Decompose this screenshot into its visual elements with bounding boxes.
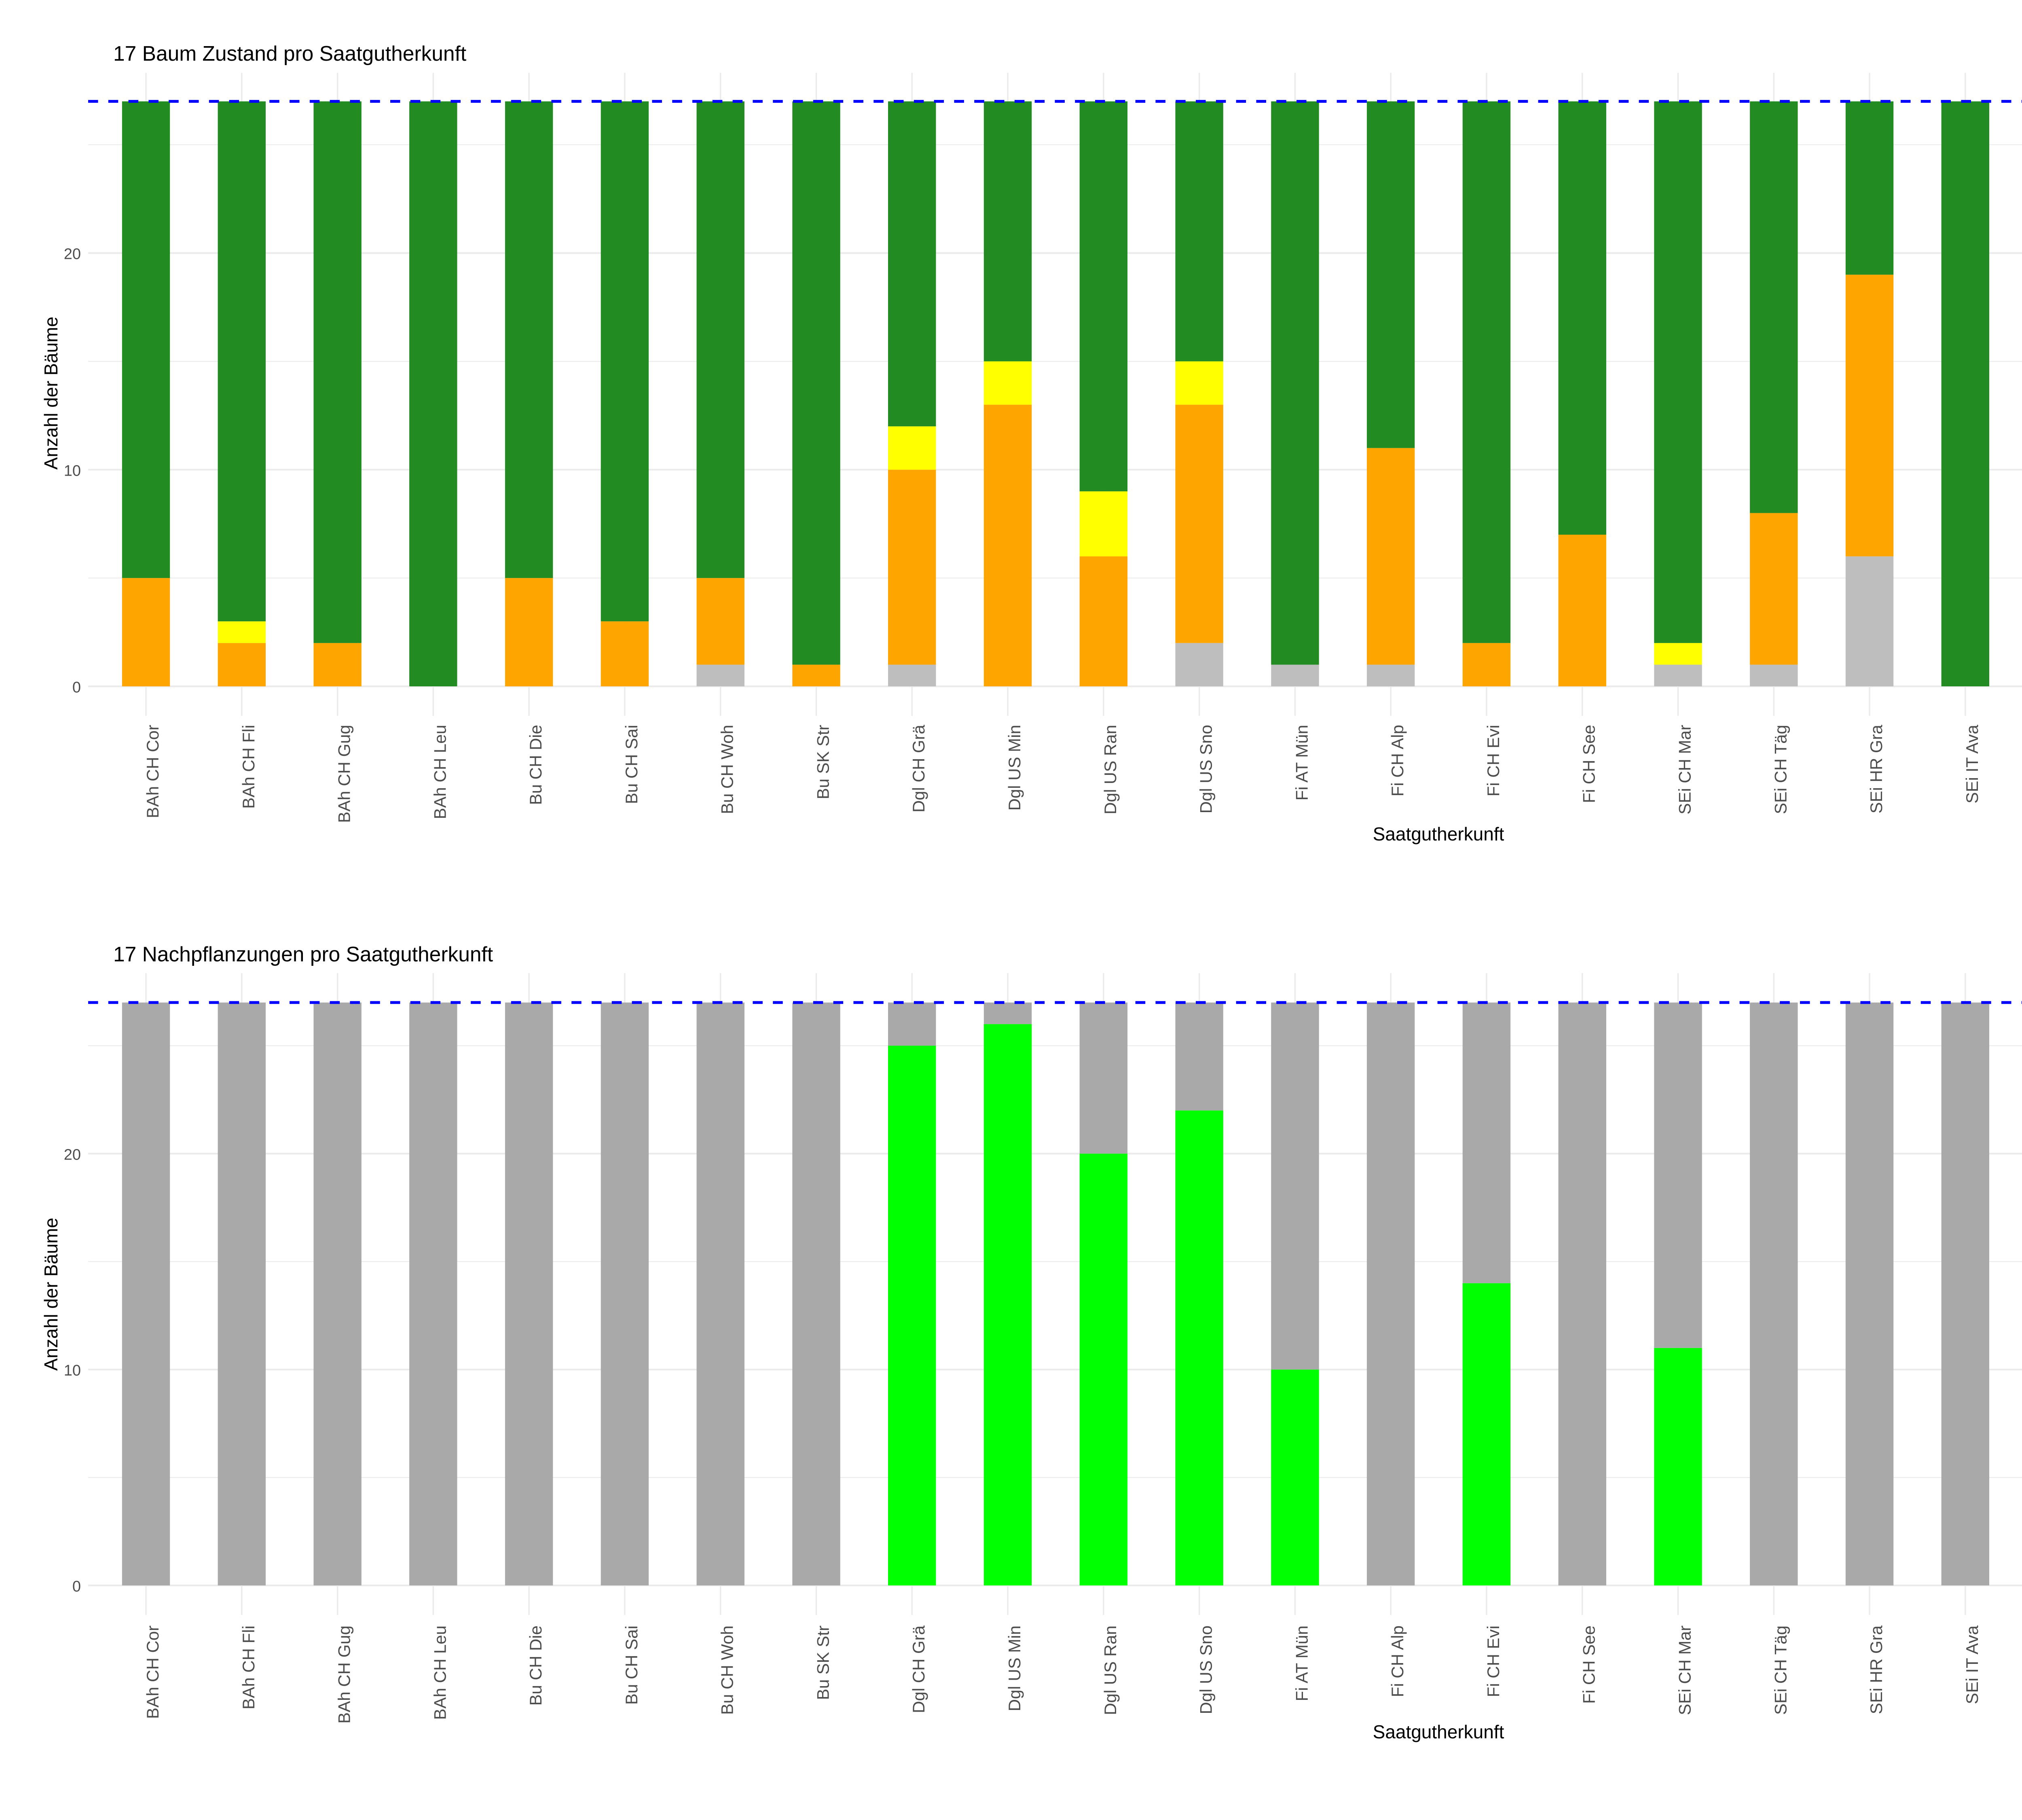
svg-text:17 Nachpflanzungen pro Saatgut: 17 Nachpflanzungen pro Saatgutherkunft [113, 942, 493, 966]
svg-text:Dgl CH Grä: Dgl CH Grä [909, 1625, 928, 1713]
svg-text:Dgl US Min: Dgl US Min [1005, 1625, 1024, 1711]
svg-text:Dgl US Sno: Dgl US Sno [1197, 725, 1216, 813]
svg-text:Fi CH Evi: Fi CH Evi [1484, 725, 1503, 796]
svg-text:Bu CH Sai: Bu CH Sai [622, 725, 641, 804]
svg-text:Bu CH Die: Bu CH Die [526, 725, 545, 805]
svg-text:Bu CH Woh: Bu CH Woh [718, 1625, 737, 1715]
svg-text:20: 20 [64, 1146, 81, 1163]
svg-text:SEi IT Ava: SEi IT Ava [1963, 724, 1982, 803]
svg-text:Bu SK Str: Bu SK Str [814, 725, 833, 799]
svg-text:BAh CH Cor: BAh CH Cor [143, 725, 162, 818]
svg-text:SEi CH Täg: SEi CH Täg [1771, 1625, 1790, 1715]
svg-text:Dgl US Ran: Dgl US Ran [1101, 725, 1120, 815]
svg-text:Bu SK Str: Bu SK Str [814, 1625, 833, 1700]
svg-text:17 Baum Zustand pro Saatguther: 17 Baum Zustand pro Saatgutherkunft [113, 42, 466, 65]
svg-text:BAh CH Cor: BAh CH Cor [143, 1625, 162, 1719]
svg-text:Fi CH See: Fi CH See [1580, 725, 1599, 803]
svg-text:10: 10 [64, 1362, 81, 1379]
svg-text:Anzahl der Bäume: Anzahl der Bäume [40, 317, 61, 470]
svg-text:Dgl US Ran: Dgl US Ran [1101, 1625, 1120, 1715]
svg-text:BAh CH Leu: BAh CH Leu [430, 1625, 449, 1720]
svg-text:Dgl CH Grä: Dgl CH Grä [909, 724, 928, 813]
svg-text:SEi HR Gra: SEi HR Gra [1867, 1625, 1886, 1714]
svg-text:Fi AT Mün: Fi AT Mün [1292, 725, 1311, 801]
svg-text:Fi CH Evi: Fi CH Evi [1484, 1625, 1503, 1697]
svg-text:SEi IT Ava: SEi IT Ava [1963, 1625, 1982, 1704]
svg-text:SEi CH Mar: SEi CH Mar [1675, 725, 1694, 815]
svg-text:10: 10 [64, 462, 81, 479]
svg-text:Fi CH Alp: Fi CH Alp [1388, 725, 1407, 796]
svg-text:Anzahl der Bäume: Anzahl der Bäume [40, 1218, 61, 1371]
svg-text:Bu CH Woh: Bu CH Woh [718, 725, 737, 814]
svg-text:20: 20 [64, 246, 81, 263]
svg-text:BAh CH Leu: BAh CH Leu [430, 725, 449, 819]
svg-text:Fi AT Mün: Fi AT Mün [1292, 1625, 1311, 1701]
svg-text:Bu CH Die: Bu CH Die [526, 1625, 545, 1706]
svg-text:Saatgutherkunft: Saatgutherkunft [1373, 1721, 1504, 1742]
svg-text:Saatgutherkunft: Saatgutherkunft [1373, 823, 1504, 844]
svg-text:0: 0 [72, 1578, 81, 1595]
svg-text:0: 0 [72, 679, 81, 696]
svg-text:Dgl US Sno: Dgl US Sno [1197, 1625, 1216, 1714]
svg-text:SEi CH Täg: SEi CH Täg [1771, 725, 1790, 814]
svg-text:Dgl US Min: Dgl US Min [1005, 725, 1024, 811]
svg-text:SEi HR Gra: SEi HR Gra [1867, 724, 1886, 813]
svg-text:BAh CH Fli: BAh CH Fli [239, 1625, 258, 1710]
svg-text:BAh CH Gug: BAh CH Gug [335, 725, 354, 823]
svg-text:SEi CH Mar: SEi CH Mar [1675, 1625, 1694, 1715]
svg-text:Bu CH Sai: Bu CH Sai [622, 1625, 641, 1705]
svg-text:BAh CH Fli: BAh CH Fli [239, 725, 258, 809]
svg-text:Fi CH Alp: Fi CH Alp [1388, 1625, 1407, 1697]
svg-text:Fi CH See: Fi CH See [1580, 1625, 1599, 1704]
svg-text:BAh CH Gug: BAh CH Gug [335, 1625, 354, 1724]
